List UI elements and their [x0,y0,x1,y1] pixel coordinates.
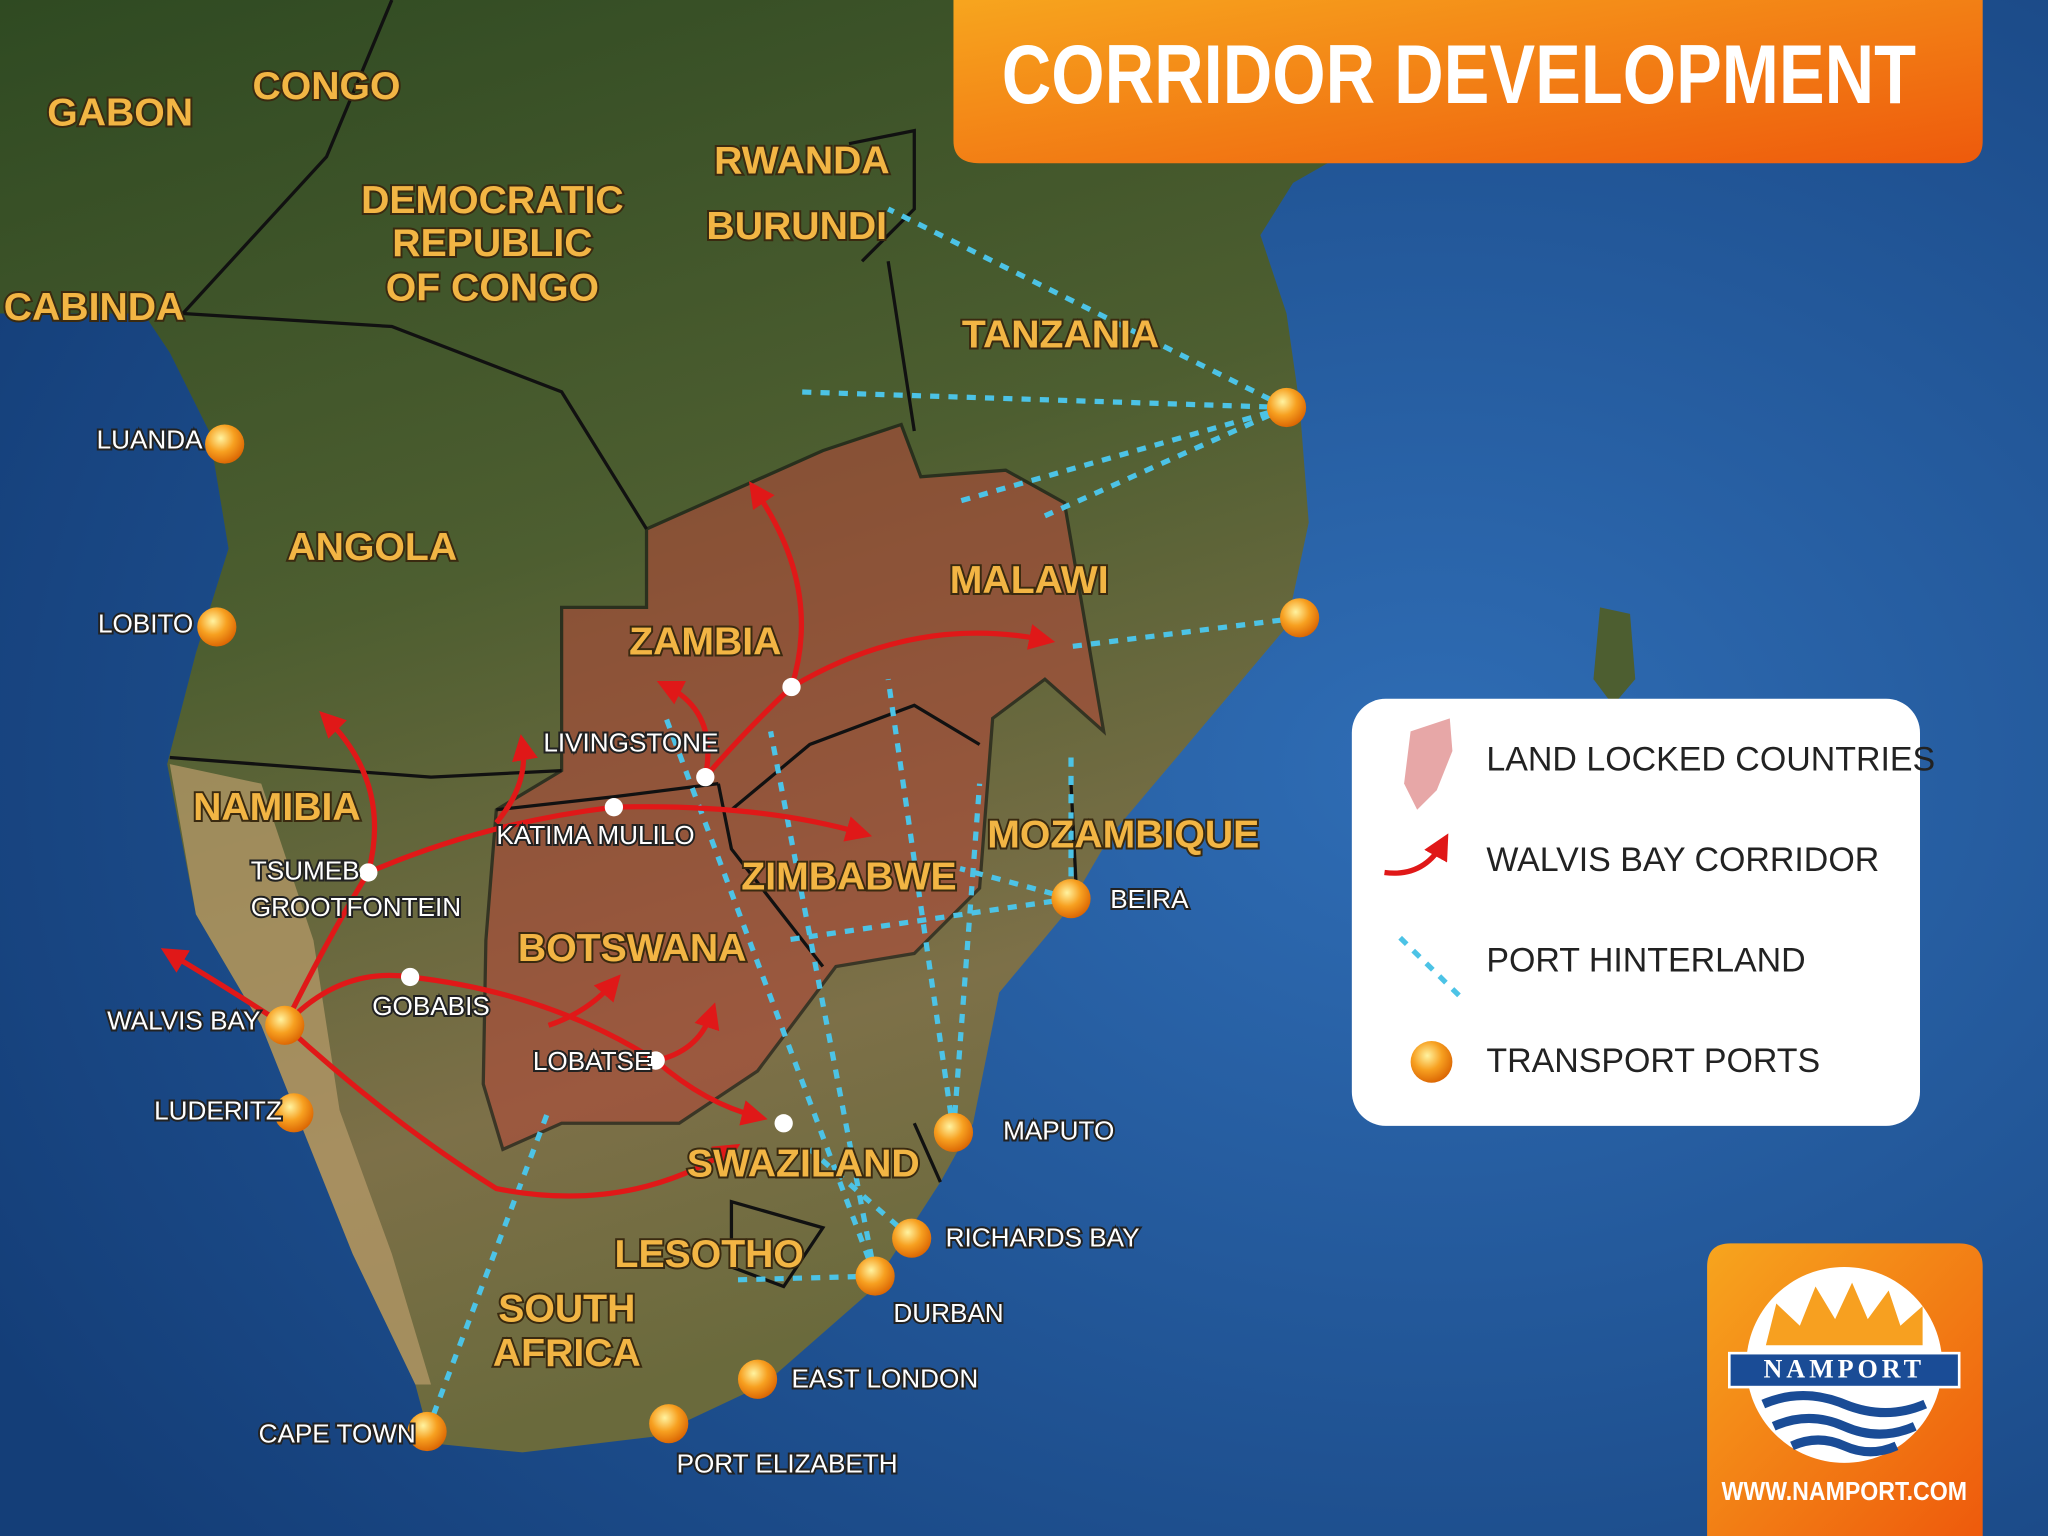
title: CORRIDOR DEVELOPMENT [1002,27,1916,121]
port-label: MAPUTO [1003,1115,1114,1145]
desert [169,764,432,1385]
country-label: SOUTH [498,1288,635,1331]
legend-label: TRANSPORT PORTS [1486,1042,1820,1080]
town-label: GOBABIS [372,991,490,1021]
border [169,0,1080,1289]
port-hinterland [424,206,1300,1433]
town-marker [646,1051,665,1070]
port-marker [274,1093,314,1133]
country-label: DEMOCRATIC [361,179,624,222]
port-label: EAST LONDON [792,1363,979,1393]
country-label: NAMIBIA [193,786,361,829]
legend-swatch [1398,935,1465,1002]
port-marker [407,1411,447,1452]
logo-name: NAMPORT [1764,1354,1925,1383]
country-label: CONGO [253,65,401,108]
port-label: CAPE TOWN [259,1418,416,1448]
unlabeled-ports [774,387,1320,1133]
town-marker [400,967,420,987]
port-label: BEIRA [1110,884,1189,914]
madagascar [1593,607,1636,706]
country-label: SWAZILAND [687,1143,920,1186]
town-label: LIVINGSTONE [543,727,718,757]
town-marker [774,1114,793,1133]
country-label: REPUBLIC [392,222,592,265]
country-label: CABINDA [4,286,185,329]
legend-label: PORT HINTERLAND [1486,942,1805,980]
port-marker [649,1404,689,1444]
port-label: RICHARDS BAY [946,1222,1140,1252]
port-marker [205,424,245,464]
town-marker [604,798,624,817]
logo-waves [1761,1391,1928,1457]
legend: LAND LOCKED COUNTRIES WALVIS BAY CORRIDOR… [1486,740,1935,1080]
legend-label: LAND LOCKED COUNTRIES [1486,740,1935,778]
port-marker [1051,879,1091,919]
town-label: LOBATSE [533,1046,652,1076]
port-label: DURBAN [893,1298,1003,1328]
legend-box [1351,698,1920,1126]
port-marker [933,1112,974,1152]
port-marker [855,1256,895,1296]
country-label: RWANDA [714,140,890,183]
country-label: GABON [47,91,193,134]
country-label: ANGOLA [287,526,457,569]
legend-swatch [1384,833,1449,876]
legend-swatch [1404,718,1453,810]
landlocked [481,422,1107,1152]
legend-swatch [1410,1040,1453,1083]
legend-label: WALVIS BAY CORRIDOR [1486,841,1879,879]
walvis-bay-corridor [160,481,1056,1199]
town-marker [359,863,378,882]
logo-url: WWW.NAMPORT.COM [1721,1476,1967,1506]
port-label: WALVIS BAY [107,1006,260,1036]
country-label: BURUNDI [706,205,887,248]
title-banner [953,0,1983,164]
country-label: LESOTHO [615,1233,804,1276]
town-label: TSUMEB [251,855,360,885]
town-label: GROOTFONTEIN [251,892,461,922]
country-label: TANZANIA [962,313,1159,356]
port-marker [892,1218,932,1258]
town-marker [696,768,715,787]
logo-sun [1765,1282,1923,1346]
town-label: KATIMA MULILO [496,820,694,850]
port-label: LOBITO [98,609,193,639]
country-label: ZIMBABWE [741,855,956,898]
port-marker [265,1005,305,1045]
port-label: LUDERITZ [154,1096,282,1126]
town-marker [782,677,801,697]
port-label: LUANDA [97,424,204,454]
country-label: ZAMBIA [629,620,781,663]
port-marker [197,607,237,647]
logo-band [1728,1351,1961,1389]
country-label: BOTSWANA [518,927,747,970]
country-label: MALAWI [950,559,1109,602]
country-label: OF CONGO [386,266,599,309]
port-marker [1266,387,1307,428]
country-label: AFRICA [493,1332,641,1375]
country-label: MOZAMBIQUE [987,814,1259,857]
port-label: PORT ELIZABETH [677,1448,898,1478]
port-marker [737,1359,778,1399]
port-marker [1280,598,1320,638]
